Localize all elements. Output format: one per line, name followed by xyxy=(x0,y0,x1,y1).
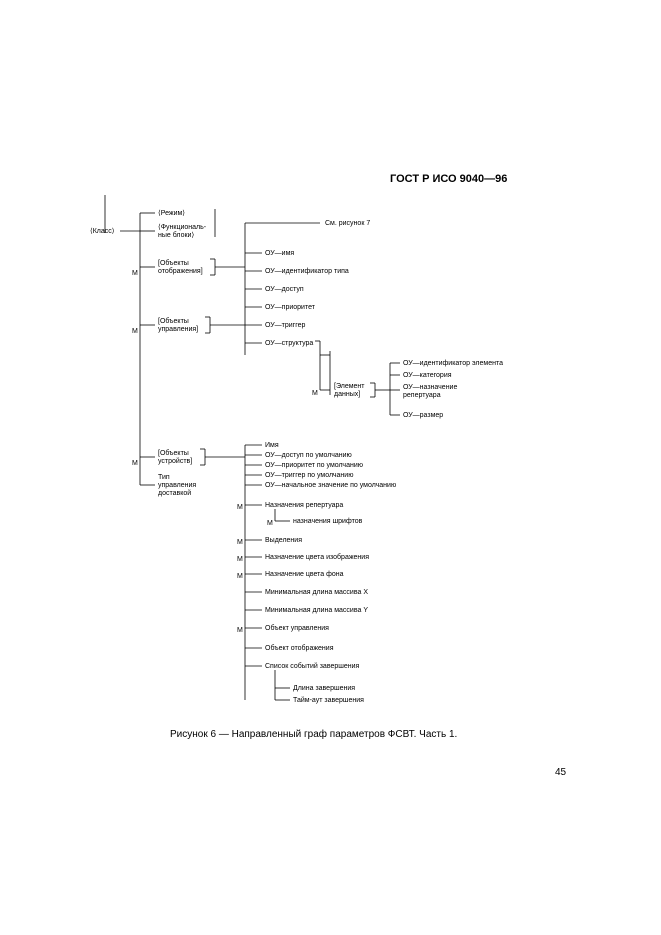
m2: М xyxy=(132,328,138,335)
m8: М xyxy=(237,556,243,563)
ou-name: ОУ—имя xyxy=(265,250,294,257)
page: ГОСТ Р ИСО 9040—96 Рисунок 6 — Направлен… xyxy=(0,0,661,935)
low-e: Минимальная длина массива X xyxy=(265,589,368,596)
m1: М xyxy=(132,270,138,277)
low-a1: назначения шрифтов xyxy=(293,518,363,525)
m5: М xyxy=(237,504,243,511)
node-mode: ⟨Режим⟩ xyxy=(158,209,185,217)
see-fig: См. рисунок 7 xyxy=(325,220,370,227)
tree-diagram: ⟨Класс⟩ ⟨Режим⟩ ⟨Функциональ- ные блоки⟩… xyxy=(90,195,590,715)
m3: М xyxy=(132,460,138,467)
node-deliv1: Тип xyxy=(158,474,170,481)
m4: М xyxy=(312,390,318,397)
ou-access: ОУ—доступ xyxy=(265,286,304,293)
dev-d: ОУ—триггер по умолчанию xyxy=(265,472,353,479)
node-func2: ные блоки⟩ xyxy=(158,231,194,239)
ou-typeid: ОУ—идентификатор типа xyxy=(265,268,349,275)
m7: М xyxy=(237,539,243,546)
ou-struct: ОУ—структура xyxy=(265,340,313,347)
ou-trigger: ОУ—триггер xyxy=(265,322,306,329)
dev-a: Имя xyxy=(265,442,279,449)
node-dev1: [Объекты xyxy=(158,449,189,457)
low-h: Объект отображения xyxy=(265,644,334,652)
low-c: Назначение цвета изображения xyxy=(265,553,369,561)
dev-b: ОУ—доступ по умолчанию xyxy=(265,452,352,459)
low-f: Минимальная длина массива Y xyxy=(265,607,368,614)
node-deliv2: управления xyxy=(158,482,196,489)
low-a: Назначения репертуара xyxy=(265,502,343,509)
ec-b: ОУ—категория xyxy=(403,372,452,379)
ou-priority: ОУ—приоритет xyxy=(265,304,316,311)
node-deliv3: доставкой xyxy=(158,489,191,497)
low-b: Выделения xyxy=(265,537,302,544)
low-d: Назначение цвета фона xyxy=(265,571,344,578)
dev-c: ОУ—приоритет по умолчанию xyxy=(265,462,363,469)
doc-header: ГОСТ Р ИСО 9040—96 xyxy=(390,173,507,185)
node-ctrl1: [Объекты xyxy=(158,317,189,325)
low-g: Объект управления xyxy=(265,624,329,632)
low-i: Список событий завершения xyxy=(265,662,360,670)
node-disp2: отображения] xyxy=(158,267,203,275)
node-disp1: [Объекты xyxy=(158,259,189,267)
node-ctrl2: управления] xyxy=(158,326,198,333)
elem2: данных] xyxy=(334,391,360,398)
node-func1: ⟨Функциональ- xyxy=(158,223,207,231)
low-k: Тайм-аут завершения xyxy=(293,696,364,704)
ec-c2: репертуара xyxy=(403,392,441,399)
elem1: [Элемент xyxy=(334,383,365,390)
m9: М xyxy=(237,573,243,580)
node-dev2: устройств] xyxy=(158,457,192,465)
ec-d: ОУ—размер xyxy=(403,412,443,419)
low-j: Длина завершения xyxy=(293,685,355,692)
ec-c1: ОУ—назначение xyxy=(403,384,457,391)
root-label: ⟨Класс⟩ xyxy=(90,227,115,235)
page-number: 45 xyxy=(555,767,566,778)
dev-e: ОУ—начальное значение по умолчанию xyxy=(265,482,396,489)
m10: М xyxy=(237,627,243,634)
ec-a: ОУ—идентификатор элемента xyxy=(403,360,503,367)
m6: М xyxy=(267,520,273,527)
figure-caption: Рисунок 6 — Направленный граф параметров… xyxy=(170,729,457,740)
